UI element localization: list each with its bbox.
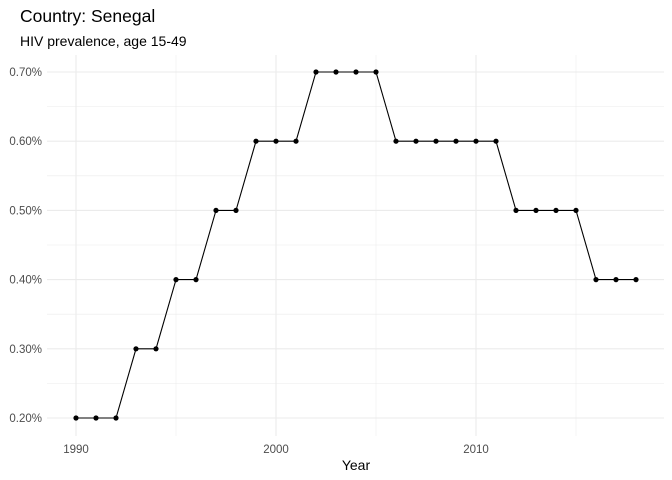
data-point <box>593 277 599 283</box>
y-tick-label: 0.20% <box>9 413 42 425</box>
data-point <box>393 138 399 144</box>
data-point <box>113 415 119 421</box>
data-point <box>293 138 299 144</box>
data-point <box>613 277 619 283</box>
data-point <box>233 207 239 213</box>
data-point <box>513 207 519 213</box>
y-tick-label: 0.70% <box>9 67 42 79</box>
data-point <box>633 277 639 283</box>
data-point <box>333 69 339 75</box>
data-point <box>273 138 279 144</box>
y-tick-label: 0.60% <box>9 136 42 148</box>
data-point <box>533 207 539 213</box>
data-point <box>573 207 579 213</box>
data-point <box>73 415 79 421</box>
data-point <box>433 138 439 144</box>
x-tick-label: 1990 <box>63 444 89 456</box>
data-point <box>93 415 99 421</box>
x-axis-tick-labels: 1990 2000 2010 <box>63 444 489 456</box>
data-point <box>353 69 359 75</box>
data-point <box>313 69 319 75</box>
chart-title: Country: Senegal <box>20 6 156 26</box>
data-point <box>413 138 419 144</box>
x-tick-label: 2000 <box>263 444 289 456</box>
data-point <box>373 69 379 75</box>
x-tick-label: 2010 <box>463 444 489 456</box>
major-gridlines <box>47 55 664 436</box>
y-tick-label: 0.50% <box>9 205 42 217</box>
chart-subtitle: HIV prevalence, age 15-49 <box>20 33 187 49</box>
data-point <box>213 207 219 213</box>
x-axis-title: Year <box>342 457 371 473</box>
y-tick-label: 0.40% <box>9 275 42 287</box>
data-point <box>493 138 499 144</box>
data-point <box>133 346 139 352</box>
minor-gridlines <box>47 55 664 436</box>
data-point <box>153 346 159 352</box>
data-point <box>253 138 259 144</box>
data-point <box>173 277 179 283</box>
y-tick-label: 0.30% <box>9 344 42 356</box>
data-point <box>193 277 199 283</box>
y-axis-tick-labels: 0.20% 0.30% 0.40% 0.50% 0.60% 0.70% <box>9 67 42 425</box>
data-point <box>453 138 459 144</box>
data-series <box>73 69 639 421</box>
data-point <box>473 138 479 144</box>
data-point <box>553 207 559 213</box>
